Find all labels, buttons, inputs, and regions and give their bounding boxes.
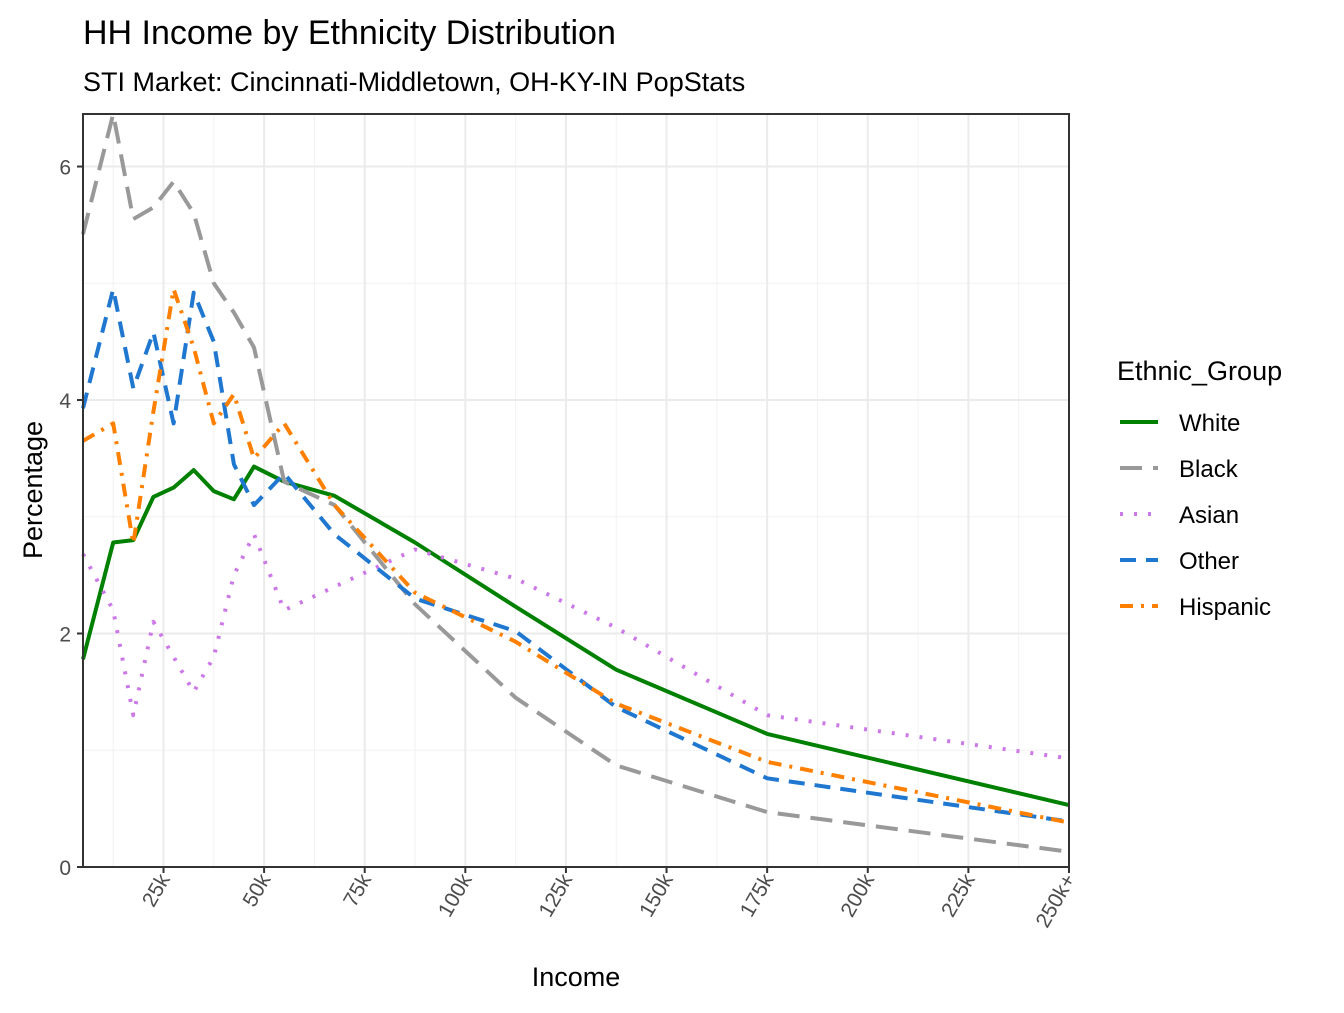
x-tick-label: 125k [535, 870, 578, 921]
x-tick-label: 100k [434, 870, 477, 921]
series-line-white [81, 464, 1070, 808]
x-tick-label: 250k+ [1032, 870, 1081, 932]
x-tick-label: 200k [836, 870, 879, 921]
chart-subtitle: STI Market: Cincinnati-Middletown, OH-KY… [83, 67, 745, 97]
chart-title: HH Income by Ethnicity Distribution [83, 14, 616, 52]
legend-label-hispanic: Hispanic [1179, 594, 1271, 621]
series-line-black [81, 112, 1070, 854]
legend-label-other: Other [1179, 548, 1239, 575]
y-tick-label: 6 [59, 157, 71, 180]
x-axis-label: Income [532, 962, 621, 992]
y-axis-label: Percentage [18, 421, 48, 559]
legend-title: Ethnic_Group [1117, 356, 1282, 386]
series-line-other [81, 287, 1070, 824]
x-tick-label: 150k [635, 870, 678, 921]
x-tick-label: 50k [239, 870, 276, 911]
legend-label-white: White [1179, 410, 1240, 437]
plot-area: 0 2 4 6 25k 50k 75k 100k 125k 150k 175k 200k 225k 250… [59, 112, 1081, 932]
x-tick-label: 75k [339, 870, 376, 911]
series-line-hispanic [81, 287, 1070, 825]
plot-border [82, 113, 1070, 868]
y-tick-label: 0 [59, 857, 71, 880]
legend-label-asian: Asian [1179, 502, 1239, 529]
y-tick-label: 4 [59, 390, 71, 413]
x-tick-label: 25k [138, 870, 175, 911]
legend: Ethnic_Group White Black Asian Other Hispani… [1117, 356, 1282, 621]
y-tick-label: 2 [59, 624, 71, 647]
x-tick-label: 175k [736, 870, 779, 921]
legend-label-black: Black [1179, 456, 1239, 483]
x-tick-label: 225k [937, 870, 980, 921]
